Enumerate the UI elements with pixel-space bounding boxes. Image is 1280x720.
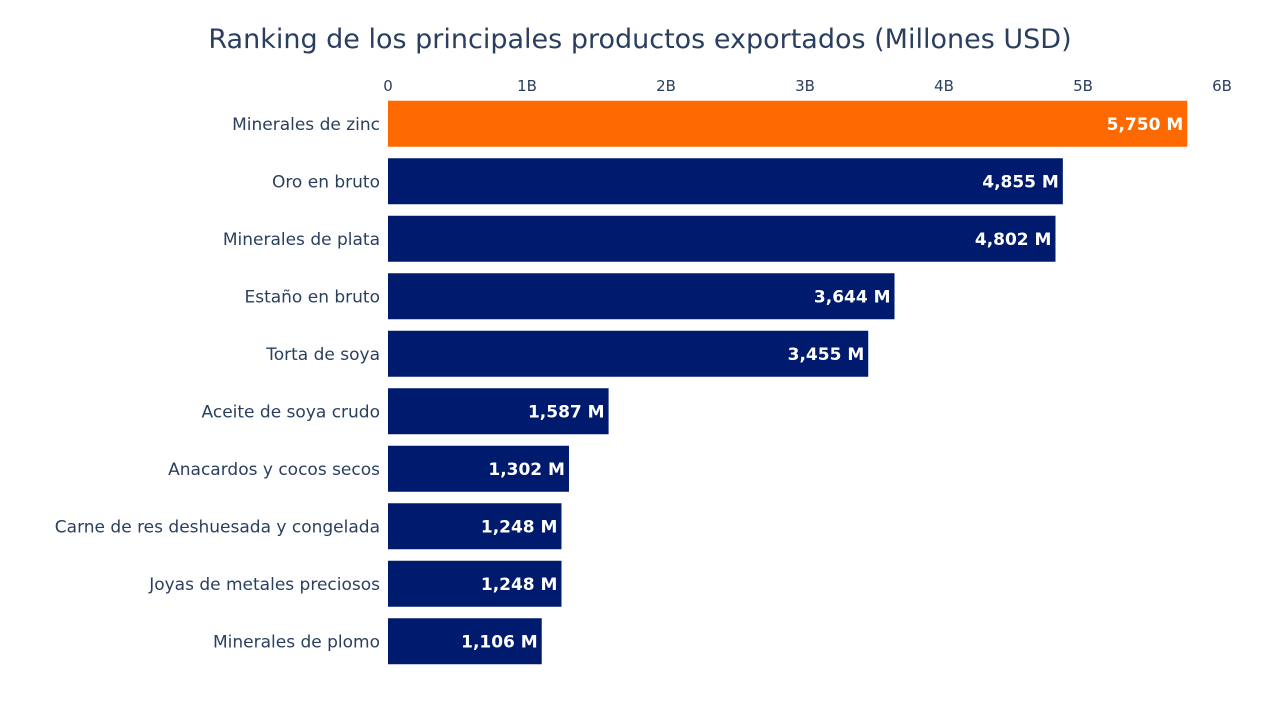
value-label: 1,106 M xyxy=(461,632,538,652)
x-tick-label: 5B xyxy=(1073,77,1093,95)
category-label: Minerales de zinc xyxy=(232,115,380,135)
value-label: 4,855 M xyxy=(982,172,1059,192)
x-tick-label: 4B xyxy=(934,77,954,95)
x-tick-label: 1B xyxy=(517,77,537,95)
category-label: Minerales de plata xyxy=(223,230,380,250)
bar xyxy=(388,158,1063,205)
bar xyxy=(388,330,869,377)
value-label: 1,587 M xyxy=(528,402,605,422)
category-label: Estaño en bruto xyxy=(244,287,380,307)
value-labels: 5,750 M 4,855 M 4,802 M 3,644 M 3,455 M 1,587… xyxy=(461,115,1183,653)
bar xyxy=(388,503,562,550)
value-label: 4,802 M xyxy=(975,230,1052,250)
category-label: Torta de soya xyxy=(265,345,380,365)
category-label: Minerales de plomo xyxy=(213,632,380,652)
category-labels: Minerales de zinc Oro en bruto Minerales d… xyxy=(55,115,380,653)
value-label: 1,302 M xyxy=(488,460,565,480)
x-tick-label: 3B xyxy=(795,77,815,95)
bar xyxy=(388,215,1056,262)
category-label: Oro en bruto xyxy=(272,172,380,192)
bar xyxy=(388,445,569,492)
chart-title: Ranking de los principales productos exp… xyxy=(208,24,1071,55)
value-label: 1,248 M xyxy=(481,517,558,537)
x-tick-label: 0 xyxy=(383,77,393,95)
category-label: Carne de res deshuesada y congelada xyxy=(55,517,380,537)
value-label: 5,750 M xyxy=(1107,115,1184,135)
x-tick-label: 6B xyxy=(1212,77,1232,95)
bar xyxy=(388,273,895,320)
x-axis-ticks: 0 1B 2B 3B 4B 5B 6B xyxy=(383,77,1232,95)
bar xyxy=(388,388,609,435)
category-label: Aceite de soya crudo xyxy=(202,402,380,422)
value-label: 1,248 M xyxy=(481,575,558,595)
value-label: 3,455 M xyxy=(788,345,865,365)
bar xyxy=(388,560,562,607)
category-label: Anacardos y cocos secos xyxy=(168,460,380,480)
bars-group xyxy=(388,100,1188,665)
bar xyxy=(388,100,1188,147)
category-label: Joyas de metales preciosos xyxy=(148,575,380,595)
value-label: 3,644 M xyxy=(814,287,891,307)
x-tick-label: 2B xyxy=(656,77,676,95)
bar xyxy=(388,618,542,665)
